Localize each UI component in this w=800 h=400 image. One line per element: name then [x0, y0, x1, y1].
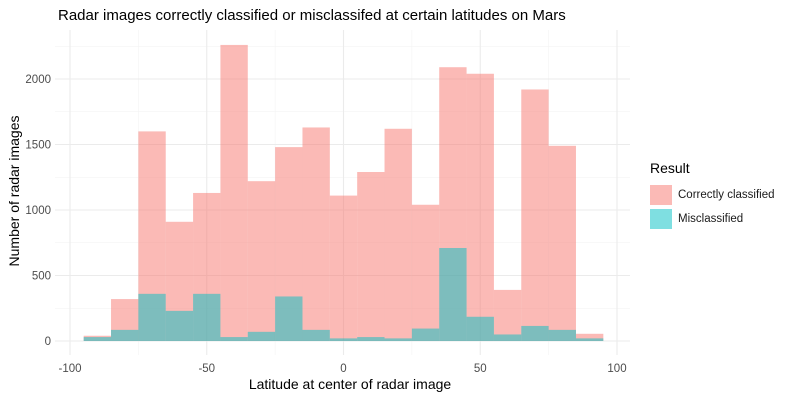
bar-misclassified: [247, 331, 276, 341]
legend-label-misclassified: Misclassified: [678, 213, 744, 225]
y-tick-label: 1500: [25, 140, 51, 152]
bar-correctly-classified: [466, 73, 494, 341]
bar-correctly-classified: [357, 172, 385, 341]
y-axis-label: Number of radar images: [6, 116, 22, 267]
bars: [83, 44, 604, 342]
legend-title: Result: [650, 160, 690, 176]
bar-misclassified: [548, 329, 576, 341]
bar-misclassified: [275, 296, 303, 341]
bar-misclassified: [111, 329, 139, 341]
bar-correctly-classified: [247, 181, 276, 341]
legend-key-misclassified: [650, 209, 672, 229]
y-tick-label: 2000: [25, 74, 51, 86]
y-tick-label: 0: [45, 336, 51, 348]
bar-misclassified: [384, 338, 412, 341]
x-tick-label: -50: [198, 363, 215, 375]
bar-misclassified: [165, 310, 194, 341]
bar-correctly-classified: [411, 204, 440, 341]
y-tick-label: 1000: [25, 205, 51, 217]
bar-misclassified: [439, 247, 467, 341]
bar-correctly-classified: [302, 127, 330, 341]
bar-correctly-classified: [575, 333, 604, 341]
x-tick-label: 0: [340, 363, 346, 375]
x-axis-label: Latitude at center of radar image: [249, 376, 452, 392]
legend-label-correct: Correctly classified: [678, 189, 775, 201]
bar-misclassified: [83, 337, 112, 341]
y-tick-label: 500: [32, 271, 51, 283]
legend-key-correct: [650, 185, 672, 205]
x-tick-label: 50: [474, 363, 487, 375]
bar-misclassified: [329, 338, 358, 341]
x-tick-label: 100: [607, 363, 626, 375]
bar-misclassified: [493, 334, 522, 341]
bar-correctly-classified: [220, 44, 248, 341]
bar-misclassified: [138, 293, 166, 341]
bar-misclassified: [521, 325, 549, 341]
legend-item-correct: Correctly classified: [650, 183, 775, 207]
bar-correctly-classified: [521, 89, 549, 341]
legend-item-misclassified: Misclassified: [650, 207, 775, 231]
bar-misclassified: [193, 293, 221, 341]
bar-correctly-classified: [384, 128, 412, 341]
bar-misclassified: [220, 337, 248, 341]
bar-misclassified: [357, 337, 385, 341]
legend: Result Correctly classified Misclassifie…: [650, 160, 775, 231]
bar-correctly-classified: [329, 195, 358, 341]
bar-misclassified: [575, 338, 604, 341]
bar-correctly-classified: [493, 289, 522, 341]
bar-misclassified: [302, 329, 330, 341]
bar-misclassified: [466, 316, 494, 341]
x-tick-label: -100: [58, 363, 81, 375]
chart-title: Radar images correctly classified or mis…: [58, 7, 566, 24]
bar-correctly-classified: [548, 145, 576, 341]
bar-misclassified: [411, 328, 440, 341]
